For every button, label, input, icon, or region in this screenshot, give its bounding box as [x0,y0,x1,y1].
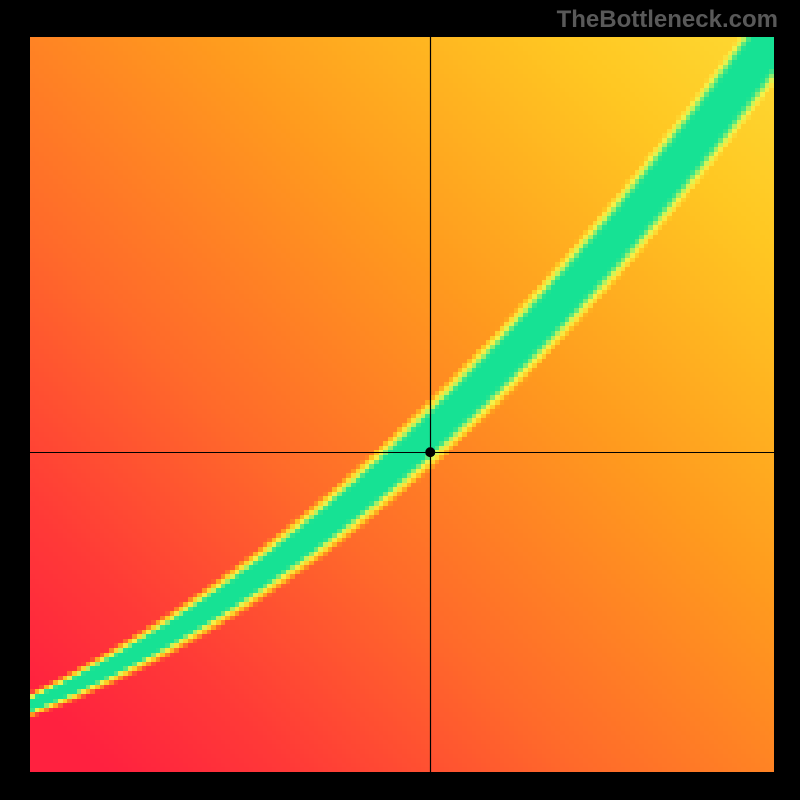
watermark-text: TheBottleneck.com [557,6,778,34]
chart-container: TheBottleneck.com [0,0,800,800]
heatmap-canvas [30,37,774,772]
